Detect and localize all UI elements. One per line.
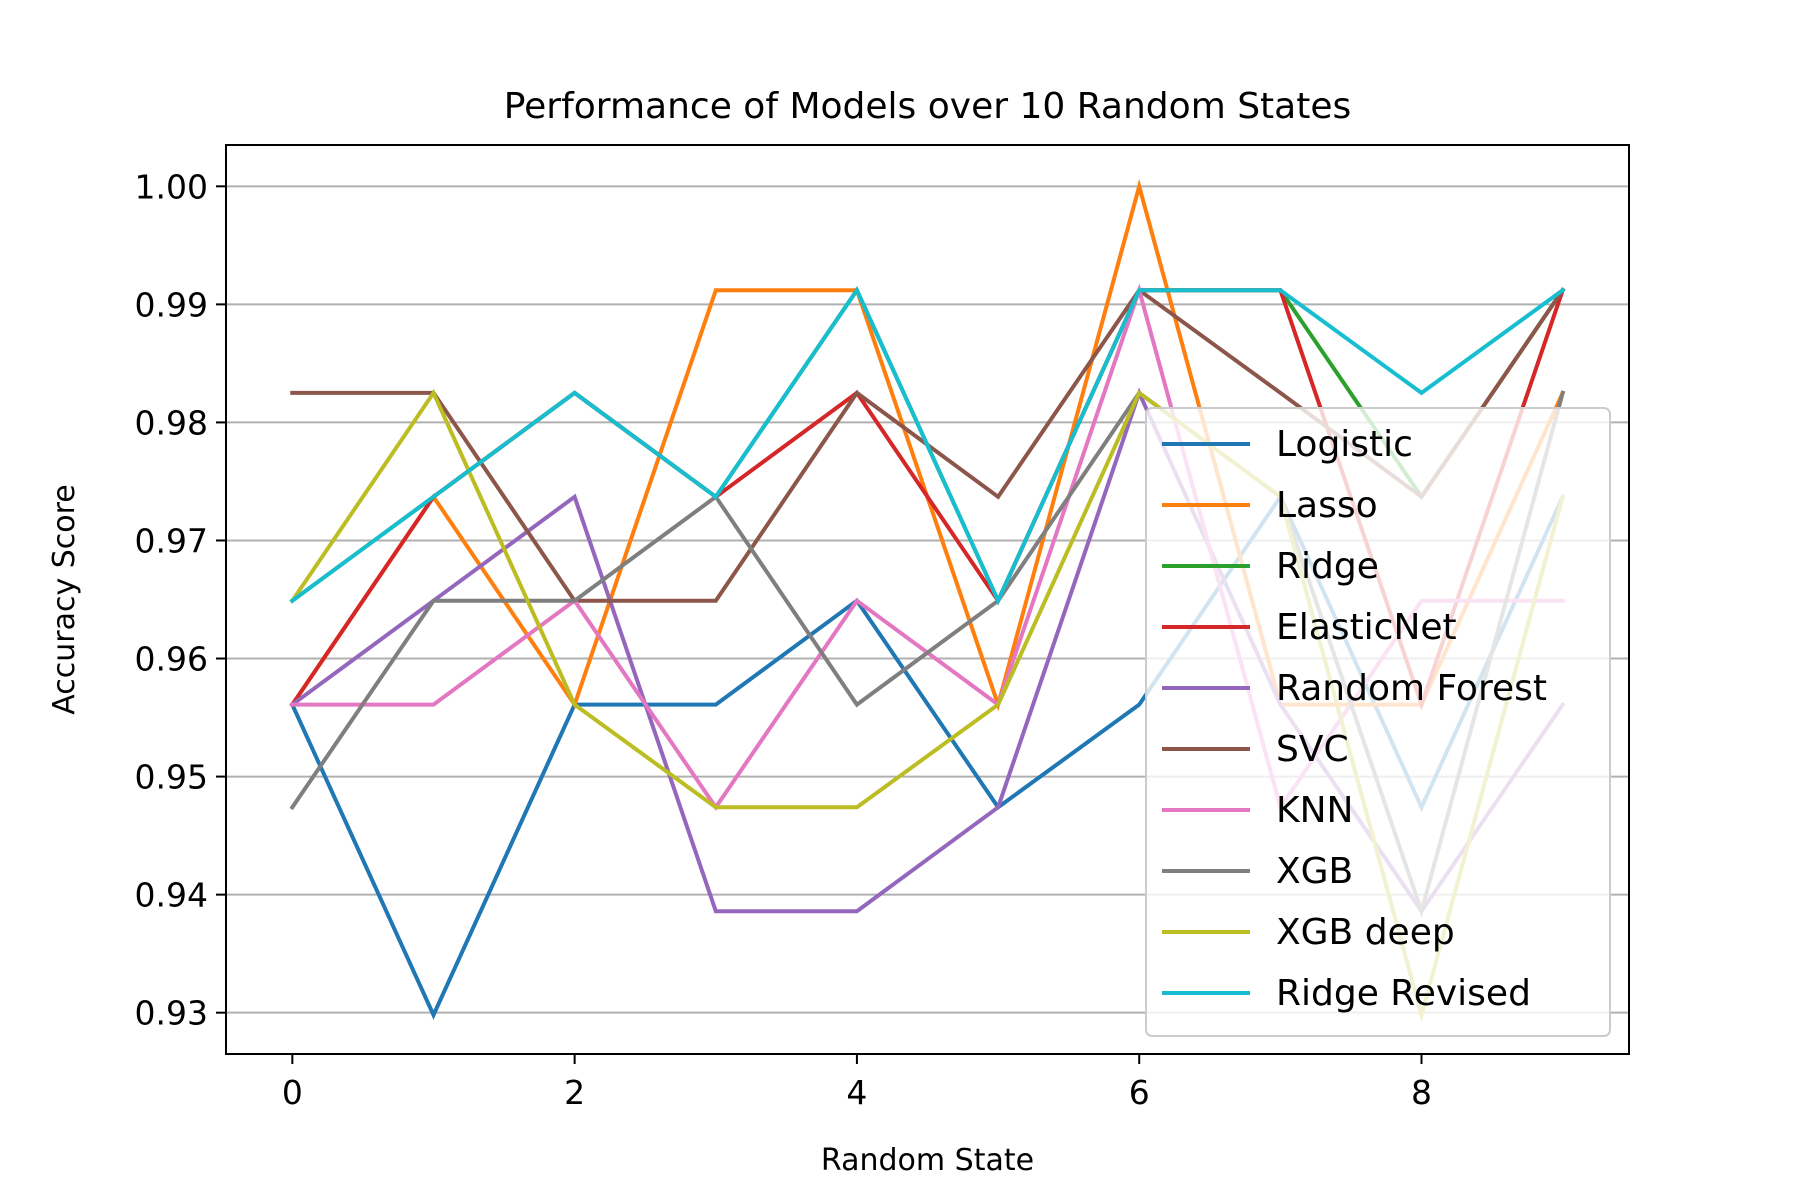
legend-entry: XGB xyxy=(1162,851,1353,892)
x-tick-label: 2 xyxy=(564,1073,585,1112)
legend-entry: KNN xyxy=(1162,790,1353,831)
y-tick-label: 0.97 xyxy=(135,521,208,560)
chart-title: Performance of Models over 10 Random Sta… xyxy=(504,86,1352,127)
y-axis-ticks: 0.93 0.94 0.95 0.96 0.97 0.98 0.99 1.00 xyxy=(135,167,226,1033)
legend-entry: SVC xyxy=(1162,729,1349,770)
y-tick-label: 0.93 xyxy=(135,994,208,1033)
x-tick-label: 8 xyxy=(1411,1073,1432,1112)
y-axis-label: Accuracy Score xyxy=(47,484,82,715)
legend-entry: Logistic xyxy=(1162,424,1413,465)
legend-label: Ridge Revised xyxy=(1276,973,1531,1014)
legend-label: Ridge xyxy=(1276,546,1379,587)
x-tick-label: 0 xyxy=(282,1073,303,1112)
series-line-ridge-revised xyxy=(289,286,1566,606)
x-tick-label: 6 xyxy=(1129,1073,1150,1112)
legend-label: ElasticNet xyxy=(1276,607,1457,648)
legend-label: Random Forest xyxy=(1276,668,1547,709)
y-tick-label: 0.99 xyxy=(135,285,208,324)
y-tick-label: 0.94 xyxy=(135,876,208,915)
legend-entry: Ridge xyxy=(1162,546,1379,587)
legend-label: Lasso xyxy=(1276,485,1378,526)
y-tick-label: 0.95 xyxy=(135,758,208,797)
x-axis-ticks: 0 2 4 6 8 xyxy=(282,1054,1432,1112)
legend-entry: XGB deep xyxy=(1162,912,1455,953)
y-tick-label: 0.96 xyxy=(135,640,208,679)
legend-entry: Ridge Revised xyxy=(1162,973,1531,1014)
legend-entry: Random Forest xyxy=(1162,668,1547,709)
legend-label: XGB xyxy=(1276,851,1353,892)
legend-entry: ElasticNet xyxy=(1162,607,1457,648)
plot-area-frame xyxy=(225,144,1630,1055)
y-tick-label: 0.98 xyxy=(135,403,208,442)
x-axis-label: Random State xyxy=(821,1143,1034,1178)
legend-label: KNN xyxy=(1276,790,1353,831)
x-tick-label: 4 xyxy=(846,1073,867,1112)
legend-label: SVC xyxy=(1276,729,1349,770)
y-tick-label: 1.00 xyxy=(135,167,208,206)
legend-label: XGB deep xyxy=(1276,912,1455,953)
legend-box xyxy=(1145,407,1611,1037)
legend: Logistic Lasso Ridge ElasticNet Random Fores… xyxy=(1145,407,1611,1037)
legend-entry: Lasso xyxy=(1162,485,1378,526)
legend-label: Logistic xyxy=(1276,424,1413,465)
grid-lines xyxy=(226,185,1629,1014)
